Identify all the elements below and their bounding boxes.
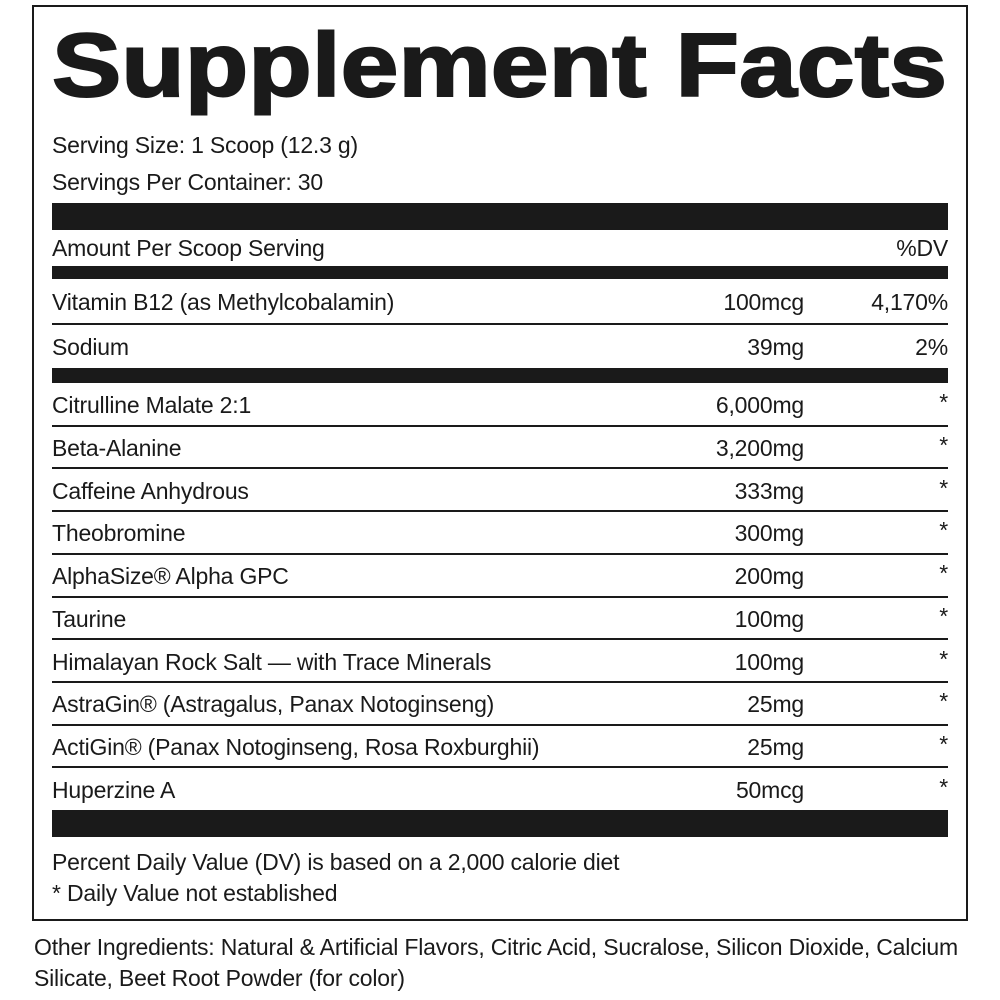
row-rule [52,638,948,641]
ingredient-name: Beta-Alanine [52,435,182,462]
row-rule [52,424,948,427]
ingredient-name: Theobromine [52,520,186,547]
row-rule [52,595,948,598]
ingredient-name: AlphaSize® Alpha GPC [52,563,289,590]
amount: 100mg [734,605,805,632]
dv-header: %DV [896,235,948,261]
amount: 25mg [747,691,804,718]
daily-value: * [939,773,948,800]
thick-bar [52,810,948,837]
ingredient-name: AstraGin® (Astragalus, Panax Notoginseng… [52,691,495,718]
footnote: * Daily Value not established [52,880,338,906]
ingredient-name: ActiGin® (Panax Notoginseng, Rosa Roxbur… [52,733,540,760]
amount: 6,000mg [715,392,804,419]
daily-value: * [939,730,948,757]
amount: 200mg [734,563,805,590]
amount: 100mg [734,648,805,675]
daily-value: * [939,645,948,672]
label-box [32,5,968,921]
amount: 3,200mg [715,435,804,462]
amount: 50mcg [735,776,804,803]
daily-value: 2% [915,333,948,360]
row-rule [52,552,948,555]
row-rule [52,766,948,769]
daily-value: * [939,517,948,544]
title-area: Supplement Facts [51,15,948,117]
daily-value: 4,170% [871,289,948,316]
medium-bar [52,266,948,279]
amount: 100mcg [723,289,804,316]
row-rule [52,467,948,470]
amount: 39mg [747,333,804,360]
amount: 25mg [747,733,804,760]
serving-size: Serving Size: 1 Scoop (12.3 g) [52,132,358,158]
servings-per-container: Servings Per Container: 30 [52,169,323,195]
daily-value: * [939,560,948,587]
medium-bar [52,368,948,383]
row-rule [52,680,948,683]
daily-value: * [939,389,948,416]
ingredient-name: Sodium [52,333,129,360]
footnote: Percent Daily Value (DV) is based on a 2… [52,849,620,875]
ingredient-name: Caffeine Anhydrous [52,477,249,504]
row-rule [52,510,948,513]
daily-value: * [939,688,948,715]
daily-value: * [939,474,948,501]
ingredient-name: Citrulline Malate 2:1 [52,392,252,419]
ingredient-name: Vitamin B12 (as Methylcobalamin) [52,289,395,316]
thick-bar [52,203,948,230]
ingredient-name: Huperzine A [52,776,176,803]
row-rule [52,322,948,325]
daily-value: * [939,432,948,459]
row-rule [52,723,948,726]
title: Supplement Facts [52,16,947,116]
amount-header: Amount Per Scoop Serving [52,235,325,261]
amount: 300mg [734,520,805,547]
ingredient-name: Taurine [52,605,127,632]
daily-value: * [939,602,948,629]
ingredient-name: Himalayan Rock Salt — with Trace Mineral… [52,648,492,675]
amount: 333mg [734,477,805,504]
other-ingredients: Other Ingredients: Natural & Artificial … [34,934,958,991]
